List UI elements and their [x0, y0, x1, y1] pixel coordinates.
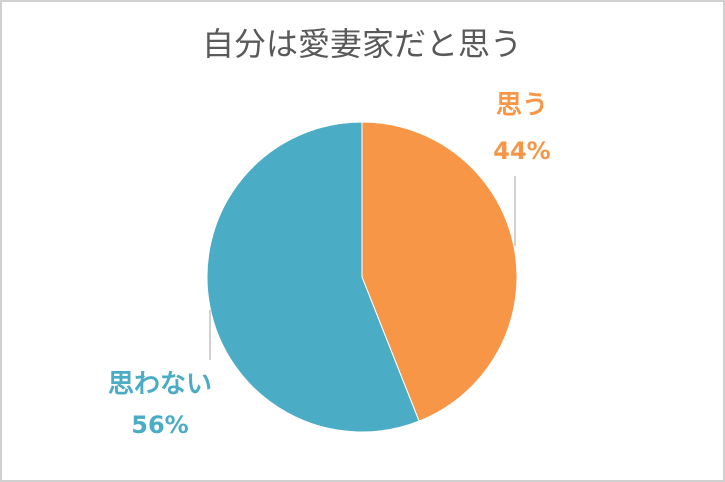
chart-title: 自分は愛妻家だと思う — [202, 25, 522, 63]
slice-label: 思わない — [108, 370, 212, 400]
pie-slice — [206, 121, 420, 433]
slice-value-label: 56% — [131, 411, 188, 439]
pie-slice — [361, 121, 518, 422]
slice-value-label: 44% — [493, 137, 550, 165]
slice-label: 思う — [496, 91, 548, 121]
